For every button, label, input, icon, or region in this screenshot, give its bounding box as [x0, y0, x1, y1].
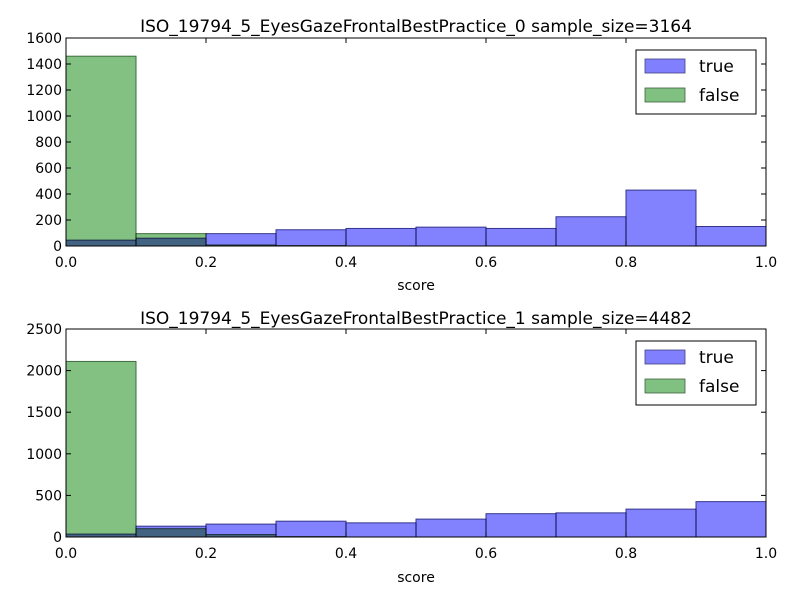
x-tick-label: 0.6	[475, 546, 497, 562]
y-tick-label: 2000	[26, 364, 62, 380]
chart-title: ISO_19794_5_EyesGazeFrontalBestPractice_…	[140, 309, 692, 329]
legend-swatch-false	[644, 87, 686, 103]
y-tick-label: 1600	[26, 31, 62, 47]
bar-true-bin-7	[555, 512, 627, 538]
plot-frame	[65, 328, 767, 538]
x-tick-label: 0.4	[335, 255, 357, 271]
y-tick-label: 600	[35, 161, 62, 177]
x-tick-label: 0.0	[55, 255, 77, 271]
y-tick-label: 500	[35, 488, 62, 504]
y-ticks: 0 500 1000 1500 2000 2500	[26, 322, 766, 546]
x-tick-label: 0.0	[55, 546, 77, 562]
bar-true-bin-8	[625, 508, 697, 538]
x-axis-label: score	[397, 570, 435, 586]
x-tick-label: 0.6	[475, 255, 497, 271]
bar-false-bin-1	[135, 233, 207, 247]
legend-label-true: true	[699, 57, 734, 77]
bar-false-bin-0	[65, 55, 137, 247]
bar-true-bin-3	[275, 520, 347, 538]
y-tick-label: 1000	[26, 109, 62, 125]
y-tick-label: 1200	[26, 83, 62, 99]
legend: true false	[635, 340, 757, 406]
y-tick-label: 800	[35, 135, 62, 151]
bar-true-bin-2	[205, 233, 277, 247]
y-tick-label: 1400	[26, 57, 62, 73]
bar-false-bin-0	[65, 360, 137, 538]
legend-label-false: false	[699, 86, 739, 106]
y-tick-label: 400	[35, 187, 62, 203]
y-tick-label: 0	[53, 239, 62, 255]
x-ticks: 0.0 0.2 0.4 0.6 0.8 1.0	[55, 329, 777, 562]
histogram-chart-0: ISO_19794_5_EyesGazeFrontalBestPractice_…	[26, 17, 777, 294]
y-tick-label: 0	[53, 530, 62, 546]
bar-true-bin-9	[695, 226, 767, 247]
x-tick-label: 0.4	[335, 546, 357, 562]
legend-swatch-true	[644, 349, 686, 365]
legend: true false	[635, 49, 757, 115]
bar-true-bin-8	[625, 189, 697, 247]
bar-true-bin-5	[415, 226, 487, 247]
x-tick-label: 0.2	[195, 546, 217, 562]
y-tick-label: 1000	[26, 447, 62, 463]
y-tick-label: 1500	[26, 405, 62, 421]
histogram-chart-1: ISO_19794_5_EyesGazeFrontalBestPractice_…	[26, 309, 777, 586]
y-tick-label: 2500	[26, 322, 62, 338]
legend-swatch-false	[644, 378, 686, 394]
y-tick-label: 200	[35, 213, 62, 229]
x-tick-label: 0.2	[195, 255, 217, 271]
x-tick-label: 0.8	[615, 546, 637, 562]
bar-true-bin-4	[345, 227, 417, 247]
x-axis-label: score	[397, 278, 435, 294]
y-ticks: 0 200 400 600 800 1000 1200 1400 1600	[26, 31, 766, 255]
bar-true-bin-7	[555, 216, 627, 247]
chart-title: ISO_19794_5_EyesGazeFrontalBestPractice_…	[140, 17, 692, 37]
bar-true-bin-5	[415, 518, 487, 538]
bar-true-bin-9	[695, 501, 767, 538]
legend-label-false: false	[699, 377, 739, 397]
bar-false-bin-1	[135, 528, 207, 538]
bar-true-bin-4	[345, 522, 417, 538]
x-tick-label: 1.0	[755, 255, 777, 271]
bar-true-bin-3	[275, 229, 347, 247]
bar-true-bin-6	[485, 227, 557, 247]
legend-label-true: true	[699, 348, 734, 368]
x-ticks: 0.0 0.2 0.4 0.6 0.8 1.0	[55, 38, 777, 271]
legend-swatch-true	[644, 58, 686, 74]
bar-true-bin-6	[485, 513, 557, 538]
x-tick-label: 1.0	[755, 546, 777, 562]
x-tick-label: 0.8	[615, 255, 637, 271]
bars-group	[65, 55, 767, 247]
